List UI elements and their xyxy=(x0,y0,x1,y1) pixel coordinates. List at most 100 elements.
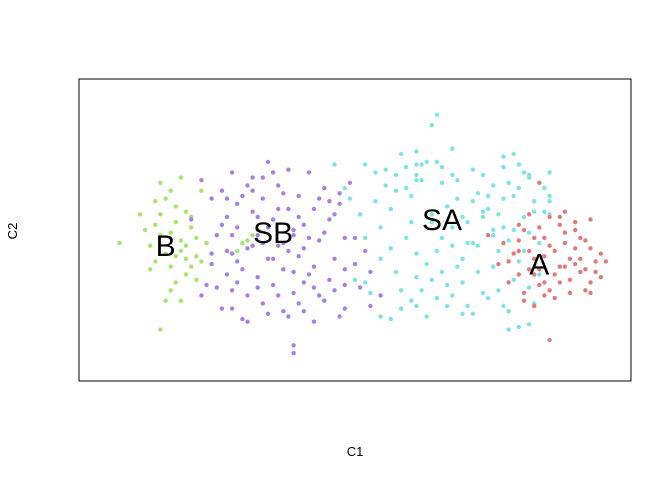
point-a-26 xyxy=(567,290,573,296)
point-a-53 xyxy=(588,290,593,296)
point-a-13 xyxy=(557,264,562,269)
point-sb-100 xyxy=(322,230,327,235)
point-sb-70 xyxy=(322,298,327,303)
point-sb-111 xyxy=(291,343,296,348)
point-sa-2 xyxy=(347,196,353,201)
point-a-1 xyxy=(496,261,501,267)
point-sa-94 xyxy=(506,180,511,185)
point-sb-87 xyxy=(291,227,296,233)
point-sa-38 xyxy=(532,209,537,214)
point-sb-52 xyxy=(337,201,342,206)
cluster-labels-layer: B SB SA A xyxy=(156,204,550,282)
cluster-label-b: B xyxy=(156,230,176,263)
point-sb-32 xyxy=(281,267,286,272)
point-sa-49 xyxy=(450,146,455,151)
point-b-43 xyxy=(255,227,260,233)
point-sb-26 xyxy=(265,159,271,165)
point-sa-71 xyxy=(414,251,419,256)
point-a-24 xyxy=(547,243,552,248)
point-sa-114 xyxy=(445,303,450,309)
point-sa-9 xyxy=(383,183,388,188)
point-sa-86 xyxy=(414,162,419,167)
point-sa-47 xyxy=(429,277,434,282)
point-b-36 xyxy=(199,259,204,264)
point-sb-2 xyxy=(204,282,209,288)
point-sa-7 xyxy=(373,170,378,175)
point-sb-72 xyxy=(219,222,225,227)
point-sb-34 xyxy=(286,167,291,172)
point-sb-50 xyxy=(332,256,337,261)
point-sa-68 xyxy=(526,230,532,235)
point-sb-101 xyxy=(337,191,342,196)
point-sb-43 xyxy=(311,264,317,269)
point-a-46 xyxy=(516,238,521,243)
point-sb-51 xyxy=(337,314,342,319)
point-sb-77 xyxy=(286,314,291,319)
point-sb-97 xyxy=(281,240,286,246)
point-sa-121 xyxy=(526,322,532,327)
point-sb-76 xyxy=(270,256,276,261)
point-a-64 xyxy=(532,272,537,277)
point-sa-103 xyxy=(383,167,388,172)
point-sb-80 xyxy=(327,199,332,204)
point-a-51 xyxy=(567,256,573,261)
point-sa-66 xyxy=(506,238,511,243)
point-sa-85 xyxy=(393,188,399,193)
point-a-56 xyxy=(542,235,547,241)
point-sb-55 xyxy=(347,180,353,185)
point-sa-107 xyxy=(465,219,470,225)
point-sa-13 xyxy=(404,235,409,241)
point-a-18 xyxy=(583,288,588,293)
point-b-2 xyxy=(148,243,153,248)
point-sb-94 xyxy=(235,280,240,285)
point-sa-56 xyxy=(521,214,527,220)
point-sb-79 xyxy=(311,285,317,290)
point-b-23 xyxy=(189,264,194,269)
point-sb-91 xyxy=(352,235,358,241)
point-sa-116 xyxy=(511,151,516,157)
point-a-14 xyxy=(562,240,568,246)
y-axis-label: C2 xyxy=(5,223,20,240)
point-sa-10 xyxy=(388,206,393,212)
point-sb-66 xyxy=(276,293,281,298)
point-a-30 xyxy=(516,272,521,277)
point-sb-104 xyxy=(286,248,291,254)
point-sa-81 xyxy=(521,248,527,254)
point-sa-117 xyxy=(526,172,532,178)
point-sb-74 xyxy=(250,243,255,248)
point-sa-118 xyxy=(547,193,552,199)
point-b-38 xyxy=(168,188,173,193)
point-a-12 xyxy=(552,295,557,301)
point-a-6 xyxy=(521,298,527,303)
point-sb-95 xyxy=(255,214,260,220)
point-sb-47 xyxy=(322,185,327,191)
x-axis-label: C1 xyxy=(347,444,364,459)
point-sa-83 xyxy=(378,256,383,261)
point-sa-99 xyxy=(378,314,383,319)
point-sb-60 xyxy=(214,285,219,290)
point-a-57 xyxy=(557,214,562,220)
point-sa-93 xyxy=(496,212,501,217)
point-sa-25 xyxy=(465,240,470,246)
point-a-47 xyxy=(526,248,532,254)
point-sa-60 xyxy=(445,204,450,209)
point-sa-89 xyxy=(450,243,455,248)
point-sb-8 xyxy=(224,272,230,277)
point-sb-20 xyxy=(250,175,255,180)
point-sa-129 xyxy=(480,209,486,214)
point-sa-72 xyxy=(424,314,429,319)
point-sa-11 xyxy=(393,269,399,275)
point-sa-91 xyxy=(470,311,475,316)
point-sb-10 xyxy=(229,288,235,293)
point-sb-54 xyxy=(342,235,347,241)
point-sb-48 xyxy=(327,277,332,282)
point-sa-126 xyxy=(429,123,434,128)
point-a-27 xyxy=(578,235,583,241)
point-sa-65 xyxy=(496,288,501,293)
point-b-29 xyxy=(148,267,153,272)
point-sb-53 xyxy=(342,282,347,288)
point-a-60 xyxy=(588,217,593,222)
point-sa-123 xyxy=(414,178,419,183)
point-sa-17 xyxy=(424,261,429,267)
point-sa-78 xyxy=(491,264,496,269)
